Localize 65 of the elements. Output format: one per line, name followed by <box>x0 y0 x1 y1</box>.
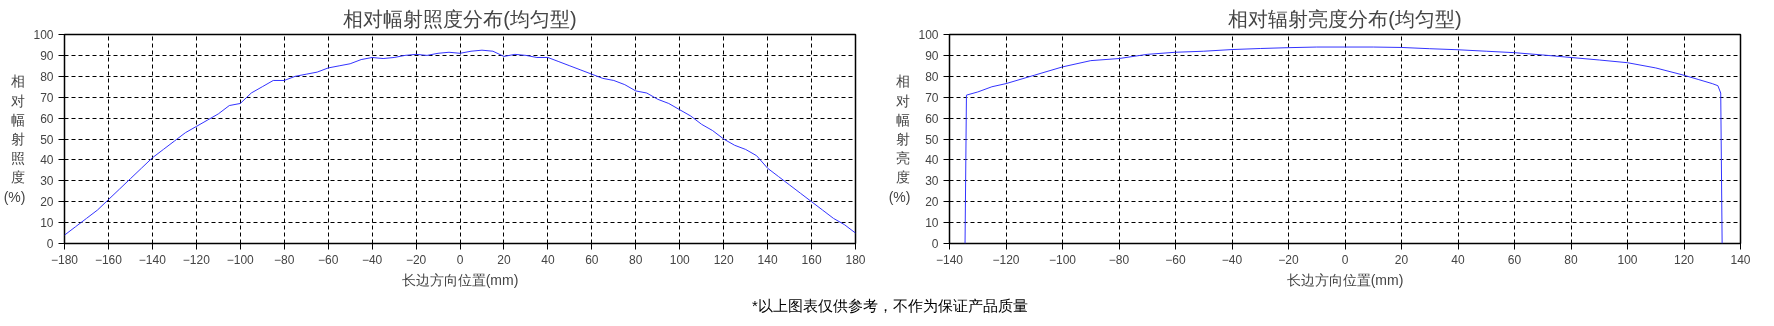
y-tick-label: 60 <box>40 111 54 126</box>
x-tick-label: 80 <box>1564 252 1578 267</box>
x-tick-label: −100 <box>1048 252 1077 267</box>
y-tick-label: 90 <box>40 48 54 63</box>
x-tick-label: −160 <box>94 252 123 267</box>
x-tick-label: −20 <box>1278 252 1299 267</box>
x-tick-label: −40 <box>1221 252 1243 267</box>
y-tick-label: 50 <box>40 132 54 147</box>
y-tick-label: 90 <box>925 48 939 63</box>
y-tick-label: 80 <box>40 69 54 84</box>
y-tick-label: 40 <box>925 153 939 168</box>
x-tick-label: 20 <box>497 252 511 267</box>
y-tick-label: 50 <box>925 132 939 147</box>
x-tick-label: 100 <box>1617 252 1638 267</box>
x-tick-label: 60 <box>1507 252 1522 267</box>
x-tick-label: −180 <box>50 252 79 267</box>
y-tick-label: 0 <box>931 237 939 251</box>
x-tick-label: 0 <box>456 252 464 267</box>
x-tick-label: −120 <box>992 252 1020 267</box>
x-axis-title: 长边方向位置(mm) <box>1286 271 1404 288</box>
chart-title: 相对幅射照度分布(均匀型) <box>343 7 577 30</box>
y-tick-label: 10 <box>925 216 939 231</box>
x-axis-title: 长边方向位置(mm) <box>401 271 519 288</box>
x-tick-label: −40 <box>361 252 383 267</box>
x-tick-label: −60 <box>317 252 339 267</box>
y-tick-label: 30 <box>40 174 54 189</box>
chart-title: 相对辐射亮度分布(均匀型) <box>1228 7 1462 30</box>
y-tick-label: 100 <box>918 28 939 42</box>
x-tick-label: 180 <box>845 252 866 267</box>
y-tick-label: 30 <box>925 174 939 189</box>
x-tick-label: 160 <box>801 252 822 267</box>
x-tick-label: 40 <box>1451 252 1465 267</box>
y-tick-label: 20 <box>40 195 54 210</box>
x-tick-label: −80 <box>274 252 295 267</box>
y-tick-label: 100 <box>33 28 54 42</box>
x-tick-label: 60 <box>585 252 599 267</box>
x-tick-label: 0 <box>1341 252 1349 267</box>
x-tick-label: 120 <box>713 252 734 267</box>
line-series <box>964 46 1723 244</box>
x-tick-label: 100 <box>669 252 691 267</box>
y-tick-label: 70 <box>925 90 939 105</box>
x-tick-label: 140 <box>757 252 778 267</box>
x-tick-label: −120 <box>182 252 211 267</box>
y-axis-title: 相对幅射照度(%) <box>3 73 26 205</box>
y-tick-label: 0 <box>46 237 54 251</box>
x-tick-label: −140 <box>935 252 964 267</box>
x-tick-label: −20 <box>405 252 427 267</box>
x-tick-label: 120 <box>1673 252 1695 267</box>
x-tick-label: 140 <box>1730 252 1751 267</box>
x-tick-label: 20 <box>1394 252 1409 267</box>
x-tick-label: −60 <box>1165 252 1186 267</box>
y-tick-label: 20 <box>925 195 939 210</box>
y-tick-label: 70 <box>40 90 54 105</box>
y-axis-title: 相对幅射亮度(%) <box>888 73 911 205</box>
y-tick-label: 10 <box>40 216 54 231</box>
text: *以上图表仅供参考，不作为保证产品质量 <box>752 296 1028 316</box>
y-tick-label: 40 <box>40 153 54 168</box>
x-tick-label: −140 <box>138 252 167 267</box>
y-tick-label: 60 <box>925 111 939 126</box>
x-tick-label: 80 <box>629 252 643 267</box>
x-tick-label: 40 <box>541 252 555 267</box>
y-tick-label: 80 <box>925 69 939 84</box>
line-series <box>64 49 856 236</box>
x-tick-label: −100 <box>226 252 255 267</box>
x-tick-label: −80 <box>1108 252 1130 267</box>
